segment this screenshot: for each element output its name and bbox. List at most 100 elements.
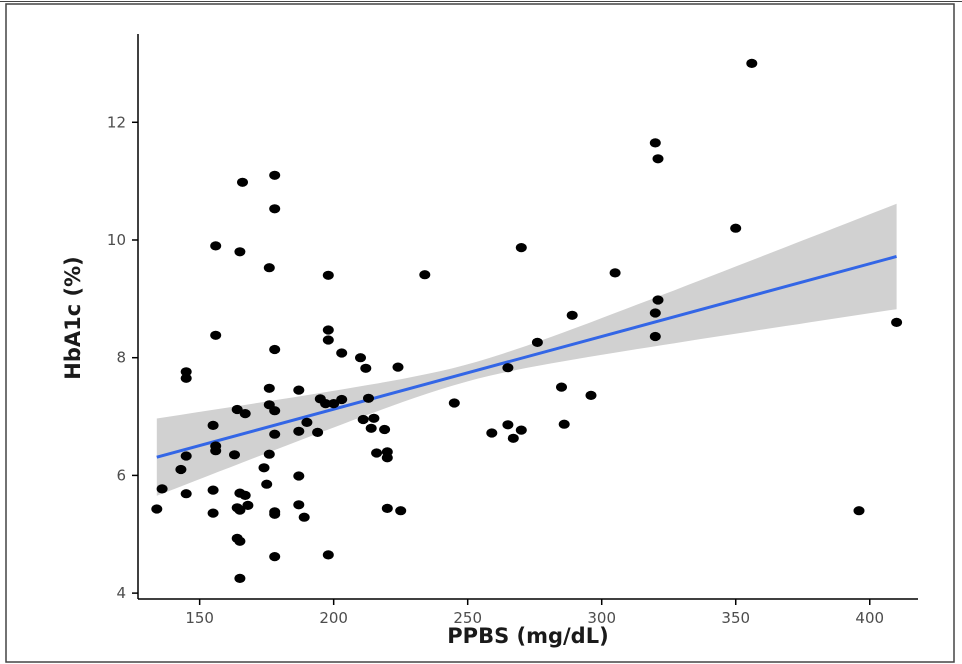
data-point — [652, 295, 664, 305]
data-point — [891, 317, 903, 327]
data-point — [357, 414, 369, 425]
data-point — [381, 453, 393, 463]
data-point — [180, 489, 192, 499]
x-axis-title: PPBS (mg/dL) — [447, 624, 608, 648]
data-point — [207, 485, 219, 495]
data-point — [258, 463, 270, 473]
data-point — [502, 363, 514, 373]
data-point — [231, 404, 243, 415]
regression-line — [156, 255, 897, 459]
data-point — [531, 337, 543, 347]
y-tick-label: 10 — [107, 231, 126, 249]
confidence-band — [156, 203, 897, 496]
data-point — [269, 406, 281, 416]
data-point — [239, 490, 251, 500]
data-point — [322, 325, 334, 335]
data-point — [556, 382, 567, 392]
data-point — [649, 308, 661, 318]
data-point — [234, 247, 246, 257]
data-point — [558, 419, 570, 429]
data-point — [649, 331, 661, 342]
data-point — [263, 383, 275, 393]
data-point — [365, 423, 377, 433]
data-point — [156, 484, 168, 494]
y-tick-label: 8 — [116, 349, 126, 367]
y-axis-ticks: 4 6 8 10 12 — [107, 113, 138, 602]
data-point — [151, 504, 163, 514]
data-point — [502, 420, 514, 430]
trend-line-layer — [156, 255, 897, 459]
x-tick-label: 400 — [855, 609, 884, 627]
data-point — [360, 363, 372, 373]
data-point — [261, 479, 273, 489]
data-point — [263, 449, 275, 459]
x-tick-label: 350 — [721, 609, 750, 627]
data-point — [269, 204, 281, 214]
data-point — [237, 177, 248, 187]
data-point — [486, 428, 498, 438]
data-point — [320, 399, 332, 409]
plot-area: 4 6 8 10 12 150 200 250 300 350 400 — [107, 34, 918, 627]
data-point — [180, 373, 192, 383]
data-point — [566, 310, 578, 320]
data-point — [234, 505, 246, 515]
data-point — [210, 241, 222, 251]
data-point — [515, 243, 527, 253]
y-axis-title: HbA1c (%) — [61, 256, 85, 379]
data-point — [363, 393, 374, 403]
data-point — [239, 409, 251, 419]
y-tick-label: 12 — [107, 113, 126, 131]
data-point — [298, 512, 310, 522]
data-point — [371, 448, 383, 458]
data-point — [381, 503, 393, 513]
data-point — [322, 335, 334, 345]
y-tick-label: 4 — [116, 584, 126, 602]
data-point — [269, 344, 281, 355]
data-point — [269, 509, 281, 519]
figure-border — [5, 3, 955, 663]
data-point — [336, 348, 348, 358]
data-point — [269, 429, 281, 439]
data-point — [652, 154, 664, 164]
data-point — [293, 426, 305, 436]
data-point — [269, 170, 281, 180]
data-point — [419, 270, 431, 280]
data-points-layer — [151, 58, 903, 584]
data-point — [263, 263, 275, 273]
data-point — [379, 424, 391, 435]
data-point — [392, 362, 404, 372]
data-point — [210, 446, 222, 456]
x-tick-label: 250 — [453, 609, 482, 627]
data-point — [180, 367, 192, 377]
data-point — [322, 270, 334, 280]
data-point — [355, 353, 366, 363]
x-tick-label: 200 — [319, 609, 348, 627]
data-point — [395, 506, 407, 516]
data-point — [234, 573, 246, 584]
data-point — [585, 390, 597, 400]
data-point — [229, 450, 240, 460]
data-point — [242, 500, 254, 510]
data-point — [368, 413, 380, 423]
data-point — [328, 399, 340, 409]
data-point — [853, 506, 865, 516]
data-point — [293, 471, 305, 481]
data-point — [180, 451, 192, 461]
data-point — [730, 223, 742, 233]
x-tick-label: 300 — [587, 609, 616, 627]
data-point — [649, 138, 661, 148]
x-axis-ticks: 150 200 250 300 350 400 — [185, 599, 884, 627]
data-point — [269, 552, 281, 562]
data-point — [207, 508, 219, 518]
data-point — [336, 394, 348, 405]
data-point — [448, 398, 460, 408]
data-point — [210, 330, 222, 340]
data-point — [293, 385, 305, 395]
data-point — [207, 420, 219, 430]
data-point — [234, 536, 246, 546]
data-point — [609, 268, 621, 278]
data-point — [293, 500, 305, 510]
x-tick-label: 150 — [185, 609, 214, 627]
data-point — [515, 425, 527, 435]
